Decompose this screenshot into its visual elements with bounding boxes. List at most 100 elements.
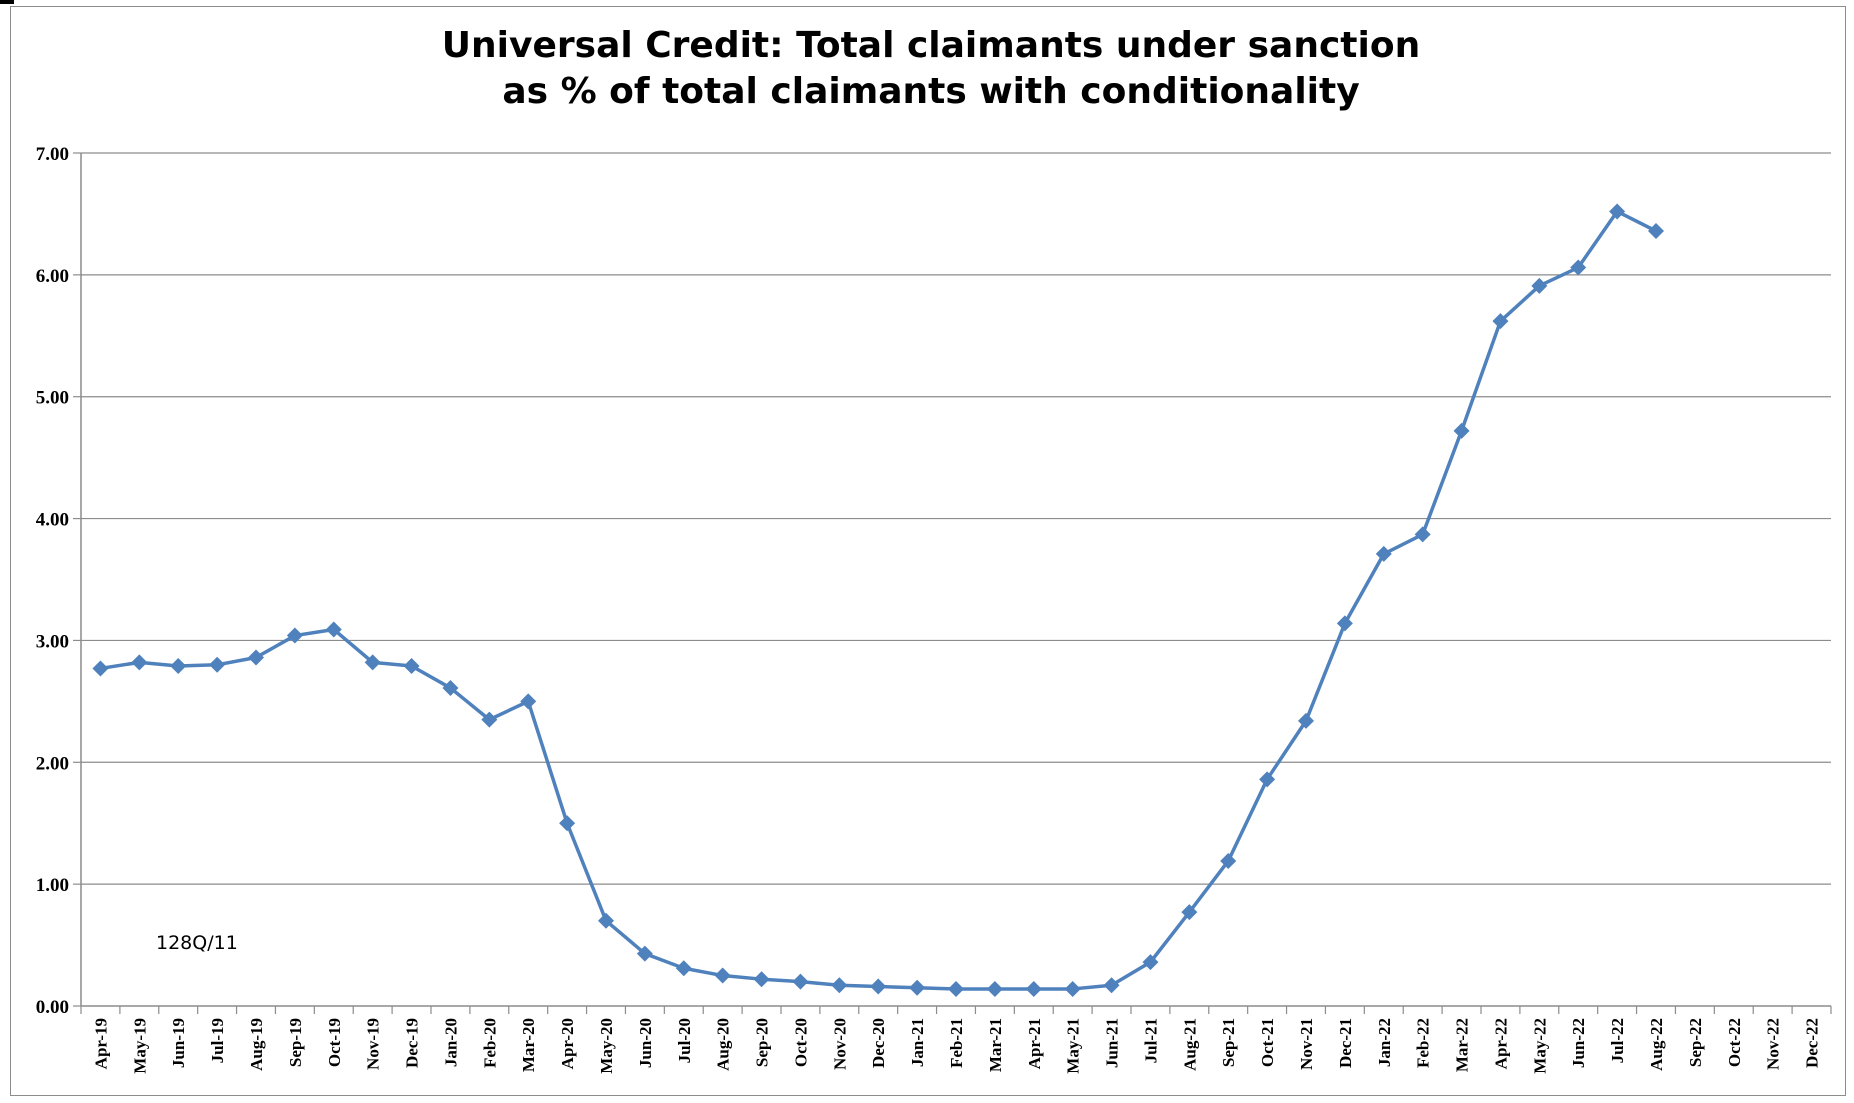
data-point-Aug-21	[1181, 904, 1198, 921]
data-point-Oct-19	[325, 621, 342, 638]
x-tick-label: Jan-22	[1375, 1018, 1394, 1067]
x-tick-label: Jul-20	[675, 1018, 694, 1063]
x-tick-label: Jul-22	[1608, 1018, 1627, 1063]
x-tick-label: Feb-20	[480, 1018, 499, 1068]
data-point-Aug-22	[1648, 222, 1664, 239]
data-point-May-20	[598, 912, 614, 929]
x-tick-label: Dec-19	[403, 1018, 422, 1068]
y-tick-label: 3.00	[36, 631, 69, 652]
x-tick-label: Jun-20	[636, 1018, 655, 1068]
data-point-Jan-22	[1375, 545, 1392, 562]
series-markers	[92, 203, 1664, 997]
x-tick-label: Apr-22	[1491, 1018, 1510, 1069]
data-point-Jun-22	[1570, 259, 1587, 276]
x-tick-label: Apr-21	[1025, 1018, 1044, 1069]
x-tick-label: Jul-19	[208, 1018, 227, 1063]
x-tick-label: Oct-22	[1725, 1018, 1744, 1067]
data-point-Dec-19	[403, 658, 420, 675]
data-point-Nov-20	[831, 977, 848, 994]
x-axis-ticks: Apr-19 May-19 Jun-19 Jul-19 Aug-19 Sep-19 Oct-…	[91, 1018, 1821, 1074]
data-point-Feb-21	[948, 980, 964, 997]
x-tick-label: Dec-20	[869, 1018, 888, 1068]
data-point-Nov-21	[1298, 712, 1314, 729]
y-tick-label: 1.00	[36, 875, 69, 896]
data-point-Dec-20	[870, 978, 887, 995]
x-tick-label: Apr-19	[91, 1018, 110, 1069]
chart-title-line-2: as % of total claimants with conditional…	[502, 71, 1359, 112]
axes	[73, 152, 1832, 1014]
data-point-Aug-20	[714, 967, 731, 984]
y-tick-label: 7.00	[36, 144, 69, 165]
x-tick-label: Sep-20	[753, 1018, 772, 1067]
x-tick-label: May-19	[130, 1018, 149, 1074]
data-point-May-19	[131, 654, 148, 671]
data-point-Feb-20	[481, 711, 498, 728]
y-tick-label: 5.00	[36, 388, 69, 409]
x-tick-label: Aug-21	[1180, 1018, 1199, 1071]
data-point-Oct-21	[1259, 771, 1276, 788]
data-point-Dec-21	[1336, 615, 1353, 632]
data-point-Aug-19	[248, 649, 264, 666]
x-tick-label: Aug-20	[714, 1018, 733, 1071]
x-tick-label: Aug-19	[247, 1018, 266, 1071]
y-axis-ticks: 0.00 1.00 2.00 3.00 4.00 5.00 6.00 7.00	[36, 144, 69, 1018]
y-tick-label: 4.00	[36, 510, 69, 531]
data-point-Mar-22	[1453, 422, 1470, 439]
data-point-Sep-21	[1220, 852, 1237, 869]
x-tick-label: Feb-22	[1414, 1018, 1433, 1068]
data-point-Mar-21	[986, 980, 1003, 997]
x-tick-label: Oct-19	[325, 1018, 344, 1067]
chart-annotation: 128Q/11	[156, 932, 238, 954]
x-tick-label: Nov-20	[830, 1018, 849, 1070]
data-point-Jun-20	[636, 945, 653, 962]
x-tick-label: Jul-21	[1141, 1018, 1160, 1063]
x-tick-label: Mar-21	[986, 1018, 1005, 1072]
data-point-Jul-22	[1609, 203, 1626, 220]
series-line-layer	[100, 209, 1657, 991]
x-tick-label: Oct-21	[1258, 1018, 1277, 1067]
data-point-Jul-20	[675, 960, 692, 977]
data-point-Jan-21	[909, 979, 926, 996]
x-tick-label: Dec-21	[1336, 1018, 1355, 1068]
x-tick-label: Sep-21	[1219, 1018, 1238, 1067]
x-tick-label: Nov-22	[1764, 1018, 1783, 1070]
x-tick-label: Mar-22	[1453, 1018, 1472, 1072]
data-point-Feb-22	[1414, 526, 1431, 543]
data-point-May-22	[1531, 277, 1548, 294]
chart-title-line-1: Universal Credit: Total claimants under …	[442, 25, 1420, 66]
x-tick-label: Aug-22	[1647, 1018, 1666, 1071]
data-point-May-21	[1064, 980, 1081, 997]
x-tick-label: May-21	[1064, 1018, 1083, 1074]
data-point-Jul-21	[1142, 954, 1159, 971]
y-tick-label: 0.00	[36, 997, 69, 1018]
series-line	[100, 209, 1657, 991]
data-point-Apr-19	[92, 660, 109, 677]
data-point-Apr-21	[1025, 980, 1042, 997]
data-point-Apr-20	[559, 815, 576, 832]
x-tick-label: May-20	[597, 1018, 616, 1074]
x-tick-label: Mar-20	[519, 1018, 538, 1072]
x-tick-label: Jun-22	[1569, 1018, 1588, 1068]
data-point-Mar-20	[520, 693, 537, 710]
y-tick-label: 2.00	[36, 753, 69, 774]
chart-area: Universal Credit: Total claimants under …	[10, 6, 1846, 1096]
data-point-Sep-19	[286, 627, 303, 644]
y-tick-label: 6.00	[36, 266, 69, 287]
x-tick-label: Jan-20	[441, 1018, 460, 1067]
x-tick-label: Nov-21	[1297, 1018, 1316, 1070]
data-point-Jan-20	[442, 679, 459, 696]
x-tick-label: Sep-22	[1686, 1018, 1705, 1067]
gridlines	[81, 152, 1831, 885]
data-point-Apr-22	[1492, 313, 1509, 330]
x-tick-label: Dec-22	[1803, 1018, 1822, 1068]
data-point-Nov-19	[364, 654, 381, 671]
x-tick-label: Jun-19	[169, 1018, 188, 1068]
x-tick-label: Jan-21	[908, 1018, 927, 1067]
x-tick-label: May-22	[1530, 1018, 1549, 1074]
x-tick-label: Nov-19	[364, 1018, 383, 1070]
x-tick-label: Oct-20	[791, 1018, 810, 1067]
data-point-Sep-20	[753, 971, 770, 988]
data-point-Oct-20	[792, 973, 809, 990]
data-point-Jun-19	[170, 658, 187, 675]
x-tick-label: Sep-19	[286, 1018, 305, 1067]
